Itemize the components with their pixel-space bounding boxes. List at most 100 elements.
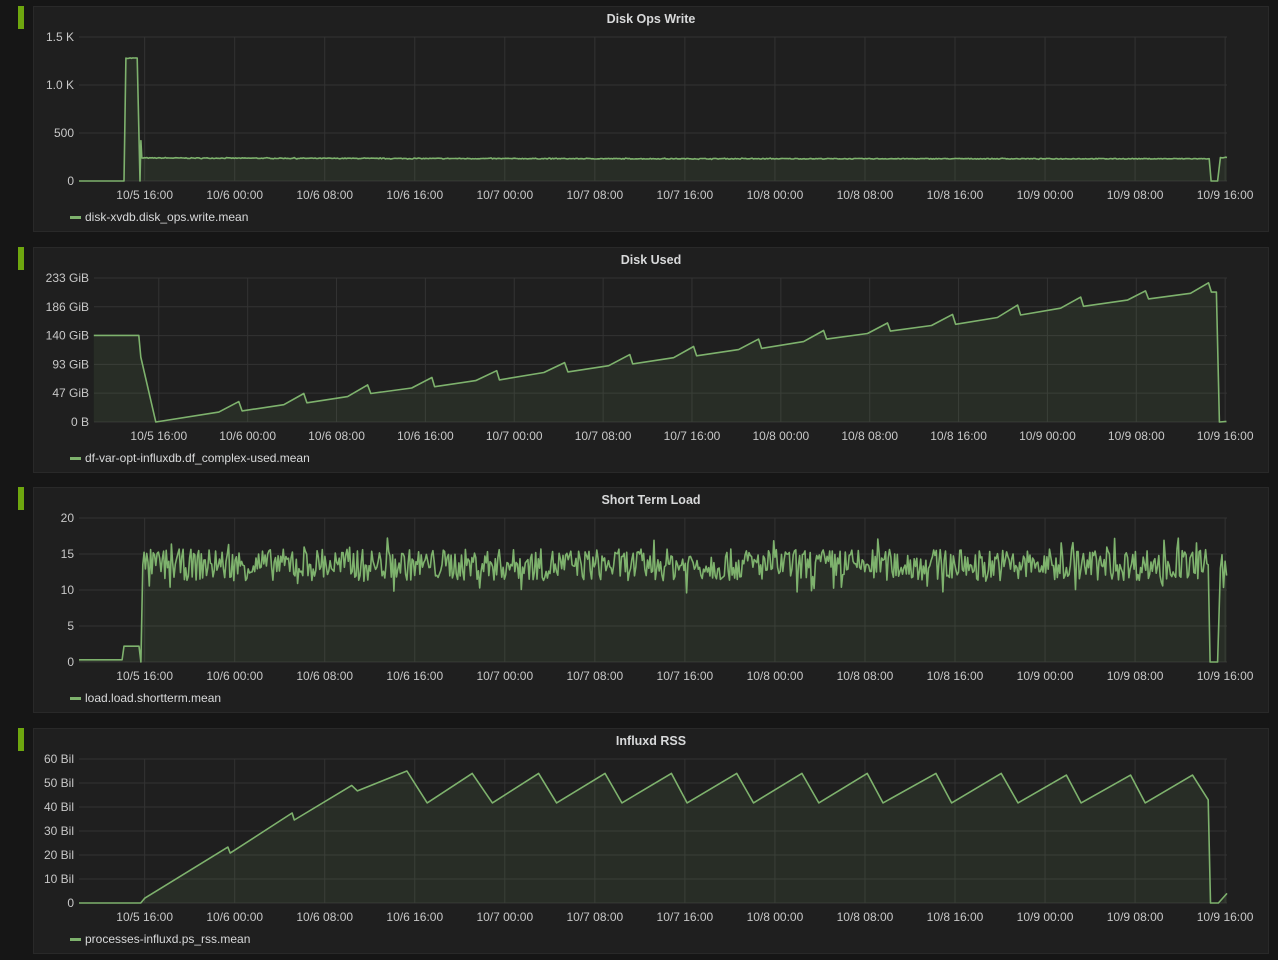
x-tick-label: 10/6 00:00 — [206, 669, 263, 683]
x-tick-label: 10/7 16:00 — [664, 429, 721, 443]
y-tick-label: 1.0 K — [46, 78, 74, 92]
series-line — [79, 537, 1228, 663]
x-tick-label: 10/7 08:00 — [566, 910, 623, 924]
graph-panel: Influxd RSS 0 10 Bil 20 Bil 30 Bil 40 Bil 50 B… — [33, 728, 1269, 954]
x-tick-label: 10/9 08:00 — [1107, 669, 1164, 683]
legend-item[interactable]: disk-xvdb.disk_ops.write.mean — [70, 210, 248, 224]
y-tick-label: 93 GiB — [52, 357, 89, 371]
series-line — [79, 57, 1228, 182]
series-line — [79, 770, 1228, 904]
panel-drag-handle[interactable] — [18, 247, 24, 270]
x-tick-label: 10/6 16:00 — [386, 669, 443, 683]
x-tick-label: 10/6 00:00 — [206, 188, 263, 202]
x-tick-label: 10/9 08:00 — [1107, 188, 1164, 202]
panel-drag-handle[interactable] — [18, 487, 24, 510]
x-tick-label: 10/9 08:00 — [1107, 910, 1164, 924]
y-tick-label: 60 Bil — [44, 752, 74, 766]
x-tick-label: 10/9 16:00 — [1197, 910, 1254, 924]
y-tick-label: 40 Bil — [44, 800, 74, 814]
legend-color-swatch[interactable] — [70, 215, 81, 219]
x-tick-label: 10/6 08:00 — [296, 188, 353, 202]
panel-title[interactable]: Influxd RSS — [615, 734, 687, 748]
y-tick-label: 5 — [67, 619, 74, 633]
chart-plot: 0 B 47 GiB 93 GiB 140 GiB 186 GiB 233 GiB 10/5… — [46, 271, 1254, 443]
x-tick-label: 10/6 00:00 — [219, 429, 276, 443]
legend-label[interactable]: processes-influxd.ps_rss.mean — [85, 932, 251, 946]
x-tick-label: 10/8 16:00 — [927, 188, 984, 202]
y-tick-label: 0 — [67, 655, 74, 669]
y-tick-label: 20 — [61, 511, 75, 525]
series-area-fill — [93, 282, 1227, 422]
x-tick-label: 10/7 08:00 — [566, 669, 623, 683]
x-tick-label: 10/7 00:00 — [476, 188, 533, 202]
legend-item[interactable]: processes-influxd.ps_rss.mean — [70, 932, 250, 946]
graph-panel: Disk Ops Write 0 500 1.0 K 1.5 K 10/5 16:00 10… — [33, 6, 1269, 232]
panel-title[interactable]: Disk Ops Write — [606, 12, 696, 26]
x-tick-label: 10/8 16:00 — [927, 669, 984, 683]
x-tick-label: 10/9 16:00 — [1197, 669, 1254, 683]
y-tick-label: 10 — [61, 583, 75, 597]
legend-label[interactable]: disk-xvdb.disk_ops.write.mean — [85, 210, 249, 224]
y-tick-label: 15 — [61, 547, 75, 561]
chart-plot: 0 500 1.0 K 1.5 K 10/5 16:00 10/6 00:00 10/6 0… — [46, 30, 1254, 202]
chart-plot: 0 5 10 15 20 10/5 16:00 10/6 00:00 10/6 08:00 10… — [61, 511, 1254, 683]
x-tick-label: 10/9 00:00 — [1017, 188, 1074, 202]
panel-drag-handle[interactable] — [18, 6, 24, 29]
series-area-fill — [79, 538, 1227, 662]
legend-color-swatch[interactable] — [70, 696, 81, 700]
y-tick-label: 47 GiB — [52, 386, 89, 400]
x-tick-label: 10/8 08:00 — [837, 910, 894, 924]
x-tick-label: 10/6 16:00 — [386, 910, 443, 924]
series-line — [93, 282, 1227, 423]
x-tick-label: 10/8 08:00 — [841, 429, 898, 443]
x-tick-label: 10/6 00:00 — [206, 910, 263, 924]
legend-label[interactable]: load.load.shortterm.mean — [85, 691, 222, 705]
x-tick-label: 10/7 00:00 — [476, 910, 533, 924]
y-tick-label: 50 Bil — [44, 776, 74, 790]
legend-item[interactable]: load.load.shortterm.mean — [70, 691, 221, 705]
panel-title[interactable]: Short Term Load — [601, 493, 701, 507]
x-tick-label: 10/9 16:00 — [1197, 188, 1254, 202]
y-tick-label: 0 — [67, 896, 74, 910]
y-tick-label: 186 GiB — [46, 300, 89, 314]
x-tick-label: 10/7 16:00 — [657, 910, 714, 924]
y-tick-label: 10 Bil — [44, 872, 74, 886]
x-tick-label: 10/7 08:00 — [575, 429, 632, 443]
legend-color-swatch[interactable] — [70, 456, 81, 460]
x-tick-label: 10/7 08:00 — [566, 188, 623, 202]
x-tick-label: 10/8 16:00 — [930, 429, 987, 443]
x-tick-label: 10/8 00:00 — [747, 910, 804, 924]
x-tick-label: 10/9 00:00 — [1019, 429, 1076, 443]
x-tick-label: 10/5 16:00 — [116, 910, 173, 924]
y-tick-label: 140 GiB — [46, 329, 89, 343]
x-tick-label: 10/6 08:00 — [296, 910, 353, 924]
y-tick-label: 1.5 K — [46, 30, 74, 44]
chart-plot: 0 10 Bil 20 Bil 30 Bil 40 Bil 50 Bil 60 Bil 10/… — [44, 752, 1254, 924]
legend-label[interactable]: df-var-opt-influxdb.df_complex-used.mean — [85, 451, 310, 465]
x-tick-label: 10/6 08:00 — [308, 429, 365, 443]
x-tick-label: 10/7 00:00 — [476, 669, 533, 683]
panel-drag-handle[interactable] — [18, 728, 24, 751]
y-tick-label: 233 GiB — [46, 271, 89, 285]
graph-panel: Short Term Load 0 5 10 15 20 10/5 16:00 10/6 00… — [33, 487, 1269, 713]
series-area-fill — [79, 57, 1227, 181]
x-tick-label: 10/6 16:00 — [397, 429, 454, 443]
x-tick-label: 10/6 16:00 — [386, 188, 443, 202]
x-tick-label: 10/9 16:00 — [1197, 429, 1254, 443]
x-tick-label: 10/5 16:00 — [116, 188, 173, 202]
x-tick-label: 10/9 00:00 — [1017, 669, 1074, 683]
x-tick-label: 10/7 00:00 — [486, 429, 543, 443]
x-tick-label: 10/9 00:00 — [1017, 910, 1074, 924]
series-area-fill — [79, 771, 1227, 903]
x-tick-label: 10/8 08:00 — [837, 669, 894, 683]
y-tick-label: 0 — [67, 174, 74, 188]
panel-title[interactable]: Disk Used — [620, 253, 682, 267]
graph-panel: Disk Used 0 B 47 GiB 93 GiB 140 GiB 186 GiB 23… — [33, 247, 1269, 473]
x-tick-label: 10/5 16:00 — [116, 669, 173, 683]
legend-item[interactable]: df-var-opt-influxdb.df_complex-used.mean — [70, 451, 310, 465]
legend-color-swatch[interactable] — [70, 937, 81, 941]
x-tick-label: 10/7 16:00 — [657, 669, 714, 683]
y-tick-label: 0 B — [71, 415, 89, 429]
x-tick-label: 10/8 00:00 — [752, 429, 809, 443]
y-tick-label: 30 Bil — [44, 824, 74, 838]
